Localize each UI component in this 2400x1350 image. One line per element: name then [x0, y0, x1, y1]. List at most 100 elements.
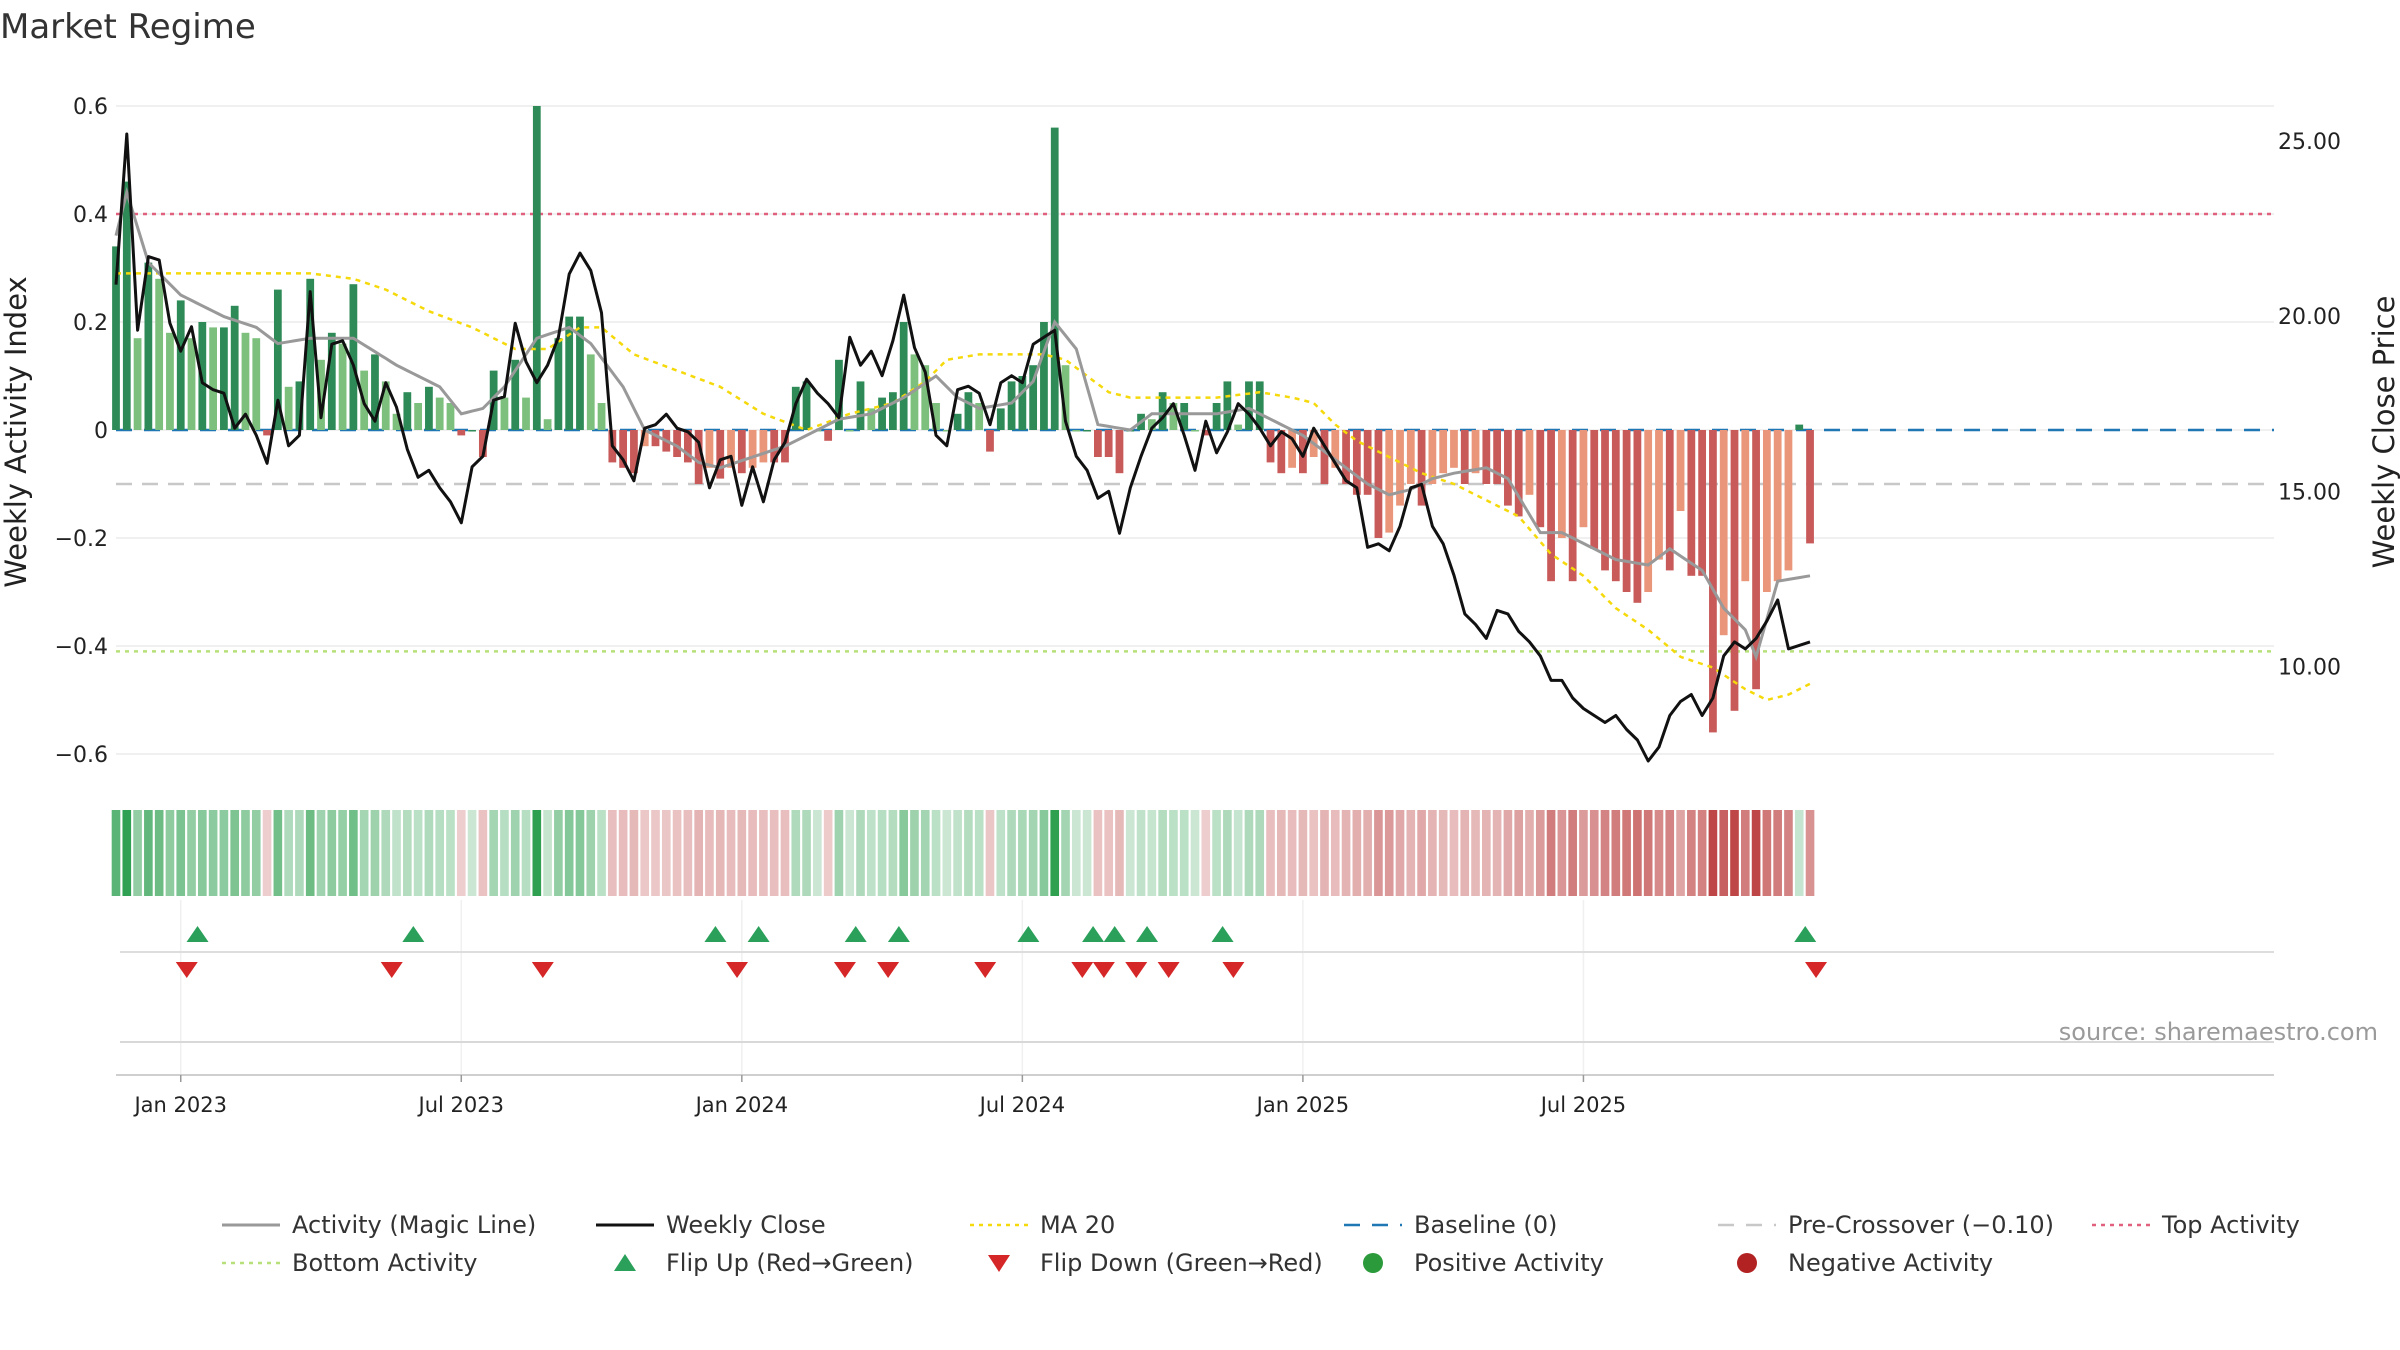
- regime-cell: [1794, 810, 1804, 896]
- activity-bar: [1234, 424, 1243, 430]
- regime-cell: [1611, 810, 1621, 896]
- activity-bar: [1622, 430, 1631, 592]
- regime-cell: [1784, 810, 1793, 896]
- regime-cell: [608, 810, 617, 896]
- activity-bar: [1072, 430, 1081, 432]
- activity-bar: [1342, 430, 1350, 484]
- flip-down-marker: [1092, 962, 1115, 978]
- activity-bar: [187, 338, 196, 430]
- regime-cell: [1147, 810, 1157, 896]
- regime-cell: [672, 810, 682, 896]
- regime-cell: [1514, 810, 1524, 896]
- regime-cell: [176, 810, 186, 896]
- activity-bar: [1698, 430, 1707, 576]
- activity-bar: [1504, 430, 1512, 506]
- regime-cell: [705, 810, 714, 896]
- regime-cell: [920, 810, 930, 896]
- activity-bar: [522, 397, 530, 430]
- series-lines: [114, 132, 1811, 763]
- legend-item: Top Activity: [2092, 1211, 2300, 1239]
- activity-bar: [1083, 430, 1091, 432]
- regime-cell: [1374, 810, 1383, 896]
- regime-cell: [1125, 810, 1135, 896]
- left-y-axis: 0.6 0.4 0.2 0 −0.2 −0.4 −0.6: [55, 95, 108, 768]
- activity-bar: [392, 413, 401, 430]
- activity-bar: [1385, 430, 1394, 533]
- regime-cell: [834, 810, 844, 896]
- activity-bar: [122, 181, 131, 430]
- activity-bar: [1040, 322, 1048, 430]
- activity-bar: [630, 430, 638, 474]
- right-tick-label: 25.00: [2278, 130, 2341, 155]
- regime-cell: [1740, 810, 1750, 896]
- regime-cell: [510, 810, 520, 896]
- activity-bar: [1061, 365, 1070, 430]
- activity-bar: [640, 430, 649, 447]
- regime-cell: [866, 810, 876, 896]
- activity-bar: [1255, 381, 1264, 430]
- flip-up-marker: [1082, 926, 1105, 942]
- activity-bar: [403, 392, 412, 430]
- regime-cell: [780, 810, 790, 896]
- x-tick-label: Jan 2023: [132, 1093, 227, 1117]
- activity-bar: [1288, 430, 1296, 468]
- legend-item: Activity (Magic Line): [222, 1211, 536, 1239]
- activity-bar: [694, 430, 703, 484]
- activity-bar: [252, 338, 261, 430]
- activity-bar: [759, 430, 768, 463]
- regime-cell: [1751, 810, 1761, 896]
- regime-cell: [305, 810, 315, 896]
- flip-up-marker: [402, 926, 425, 942]
- activity-bar: [1115, 430, 1124, 474]
- regime-cell: [1287, 810, 1297, 896]
- left-tick-label: −0.4: [55, 635, 108, 660]
- regime-cell: [1158, 810, 1167, 896]
- regime-cell: [769, 810, 779, 896]
- regime-cell: [122, 810, 132, 896]
- regime-cell: [1471, 810, 1480, 896]
- legend-label: Top Activity: [2161, 1211, 2300, 1239]
- activity-bar: [1029, 365, 1038, 430]
- activity-bar: [1428, 430, 1437, 484]
- regime-cell: [1730, 810, 1739, 896]
- legend-item: MA 20: [970, 1211, 1115, 1239]
- x-tick-label: Jul 2024: [978, 1093, 1065, 1117]
- weekly-close-line: [114, 132, 1811, 763]
- activity-bar: [878, 397, 886, 430]
- legend-label: Pre-Crossover (−0.10): [1788, 1211, 2054, 1239]
- legend-item: Flip Down (Green→Red): [988, 1249, 1323, 1277]
- regime-cell: [1028, 810, 1038, 896]
- regime-cell: [489, 810, 498, 896]
- regime-cell: [1255, 810, 1265, 896]
- flip-down-marker: [726, 962, 749, 978]
- activity-bar: [1018, 376, 1027, 430]
- regime-cell: [974, 810, 984, 896]
- activity-bar: [209, 327, 217, 430]
- regime-cell: [262, 810, 272, 896]
- regime-cell: [1460, 810, 1470, 896]
- regime-cell: [521, 810, 531, 896]
- left-axis-label: Weekly Activity Index: [0, 276, 33, 587]
- regime-cell: [1633, 810, 1642, 896]
- activity-bar: [511, 359, 520, 430]
- regime-cell: [1525, 810, 1534, 896]
- regime-cell: [1503, 810, 1513, 896]
- regime-cell: [154, 810, 164, 896]
- activity-bar: [727, 430, 735, 468]
- activity-bar: [1644, 430, 1653, 592]
- activity-bar: [1633, 430, 1642, 603]
- regime-heat-strip: [111, 810, 1815, 896]
- regime-cell: [575, 810, 585, 896]
- regime-cell: [1352, 810, 1362, 896]
- reference-lines: [116, 212, 2274, 653]
- regime-cell: [1417, 810, 1426, 896]
- activity-bar: [1773, 430, 1782, 582]
- regime-cell: [813, 810, 822, 896]
- regime-cell: [1320, 810, 1329, 896]
- legend-label: Weekly Close: [666, 1211, 826, 1239]
- regime-cell: [877, 810, 887, 896]
- regime-cell: [1579, 810, 1588, 896]
- regime-cell: [359, 810, 369, 896]
- activity-bar: [166, 332, 174, 430]
- activity-bar: [1158, 392, 1167, 430]
